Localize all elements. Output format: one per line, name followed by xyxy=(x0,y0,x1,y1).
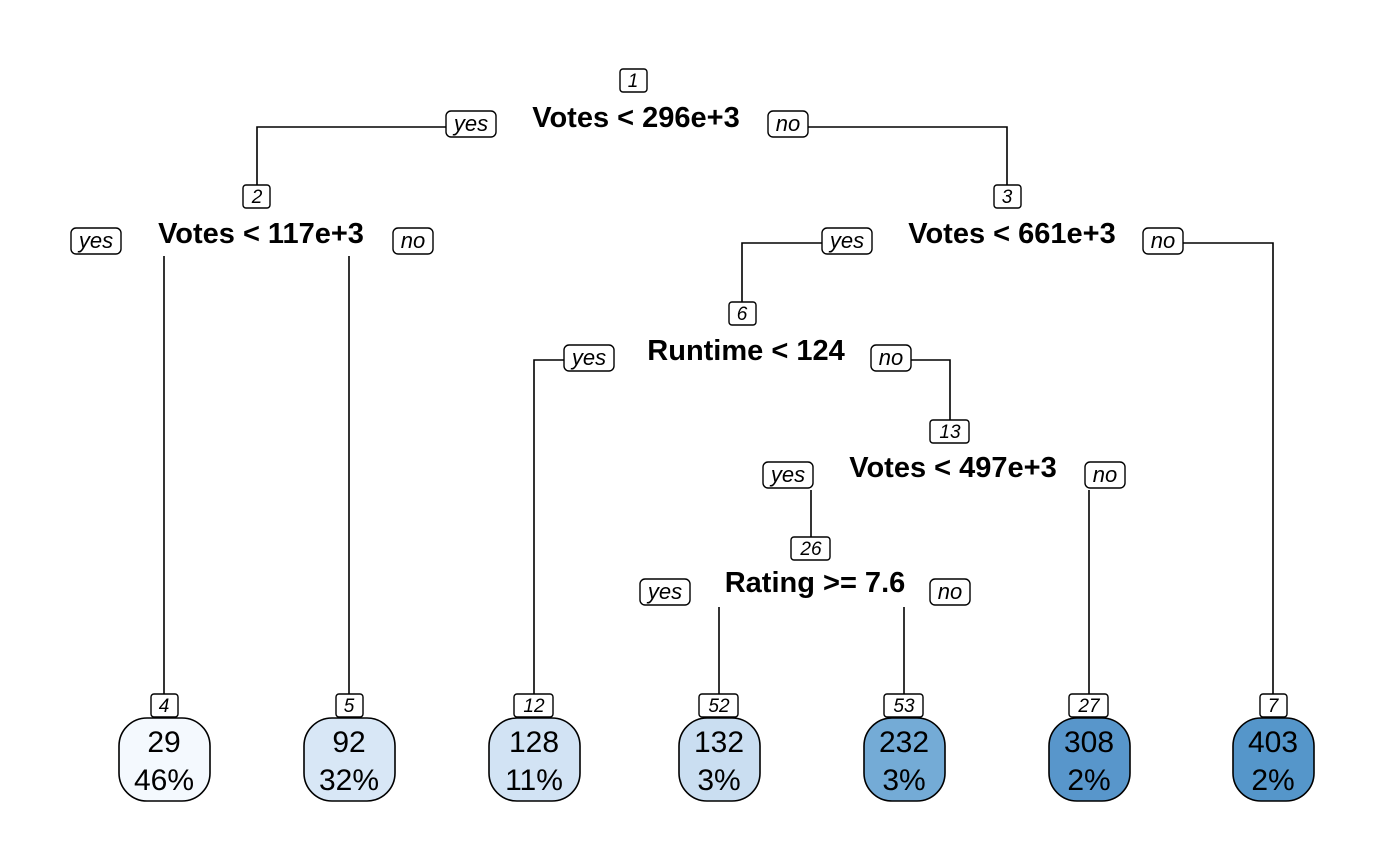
node-id-box xyxy=(929,419,970,444)
edge-6-to-12 xyxy=(533,359,567,694)
leaf-value: 403 xyxy=(1248,726,1298,759)
node-id-box xyxy=(335,693,364,718)
yes-branch-label: yes xyxy=(828,228,864,253)
node-id-box xyxy=(728,301,757,326)
yes-branch-box xyxy=(70,227,122,255)
node-id-label: 6 xyxy=(737,304,748,325)
leaf-value: 232 xyxy=(879,726,929,759)
no-branch-box xyxy=(767,110,809,138)
leaf-value: 308 xyxy=(1064,726,1114,759)
split-node-26: 26 Rating >= 7.6 yes no xyxy=(639,536,971,606)
leaf-percent: 2% xyxy=(1251,764,1294,797)
edge-3-to-7 xyxy=(1182,242,1274,694)
leaf-box xyxy=(488,717,581,802)
no-branch-box xyxy=(870,344,912,372)
yes-branch-label: yes xyxy=(452,111,488,136)
node-id-label: 27 xyxy=(1077,696,1101,717)
node-id-box xyxy=(1068,693,1109,718)
node-id-box xyxy=(698,693,739,718)
yes-branch-box xyxy=(762,461,814,489)
no-branch-box xyxy=(392,227,434,255)
node-id-label: 4 xyxy=(159,696,170,717)
leaf-node-7: 7 403 2% xyxy=(1232,693,1315,802)
node-id-label: 13 xyxy=(939,422,961,443)
no-branch-label: no xyxy=(879,345,903,370)
leaf-node-27: 27 308 2% xyxy=(1048,693,1131,802)
node-id-box xyxy=(883,693,924,718)
leaf-value: 92 xyxy=(332,726,365,759)
leaf-node-53: 53 232 3% xyxy=(863,693,946,802)
no-branch-label: no xyxy=(1151,228,1175,253)
split-condition: Runtime < 124 xyxy=(647,335,844,367)
node-id-box xyxy=(1259,693,1288,718)
yes-branch-box xyxy=(563,344,615,372)
leaf-percent: 3% xyxy=(697,764,740,797)
leaf-value: 128 xyxy=(509,726,559,759)
node-id-box xyxy=(242,184,271,209)
node-id-label: 5 xyxy=(344,696,355,717)
no-branch-label: no xyxy=(1093,462,1117,487)
leaf-percent: 32% xyxy=(319,764,379,797)
yes-branch-label: yes xyxy=(570,345,606,370)
node-id-label: 2 xyxy=(251,187,263,208)
split-node-13: 13 Votes < 497e+3 yes no xyxy=(762,419,1126,489)
no-branch-label: no xyxy=(401,228,425,253)
split-condition: Votes < 497e+3 xyxy=(849,452,1056,484)
leaf-node-5: 5 92 32% xyxy=(303,693,396,802)
yes-branch-box xyxy=(639,578,691,606)
node-id-label: 12 xyxy=(523,696,545,717)
node-id-label: 53 xyxy=(893,696,915,717)
no-branch-label: no xyxy=(776,111,800,136)
split-condition: Votes < 296e+3 xyxy=(532,102,739,134)
no-branch-box xyxy=(929,578,971,606)
yes-branch-label: yes xyxy=(646,579,682,604)
leaf-box xyxy=(303,717,396,802)
node-id-box xyxy=(790,536,831,561)
node-id-label: 26 xyxy=(799,539,822,560)
tree-edges xyxy=(163,126,1274,694)
leaf-node-4: 4 29 46% xyxy=(118,693,211,802)
node-id-label: 7 xyxy=(1268,696,1280,717)
split-node-2: 2 Votes < 117e+3 yes no xyxy=(70,184,434,255)
leaf-value: 132 xyxy=(694,726,744,759)
leaf-box xyxy=(1232,717,1315,802)
leaf-box xyxy=(1048,717,1131,802)
split-node-1: 1 Votes < 296e+3 yes no xyxy=(445,68,809,138)
no-branch-label: no xyxy=(938,579,962,604)
leaf-box xyxy=(863,717,946,802)
node-id-label: 3 xyxy=(1002,187,1013,208)
leaf-box xyxy=(118,717,211,802)
edge-6-to-13 xyxy=(910,359,951,420)
split-condition: Votes < 117e+3 xyxy=(158,218,364,250)
yes-branch-label: yes xyxy=(77,228,113,253)
edge-3-to-6 xyxy=(741,242,824,302)
node-id-box xyxy=(150,693,179,718)
node-id-label: 52 xyxy=(708,696,730,717)
split-condition: Rating >= 7.6 xyxy=(725,567,906,599)
leaf-node-12: 12 128 11% xyxy=(488,693,581,802)
yes-branch-label: yes xyxy=(769,462,805,487)
leaf-percent: 2% xyxy=(1067,764,1110,797)
leaf-box xyxy=(678,717,761,802)
yes-branch-box xyxy=(821,227,873,255)
yes-branch-box xyxy=(445,110,497,138)
split-condition: Votes < 661e+3 xyxy=(908,218,1115,250)
node-id-box xyxy=(513,693,554,718)
leaf-percent: 3% xyxy=(882,764,925,797)
node-id-box xyxy=(619,68,648,93)
no-branch-box xyxy=(1142,227,1184,255)
split-node-3: 3 Votes < 661e+3 yes no xyxy=(821,184,1184,255)
node-id-box xyxy=(993,184,1022,209)
split-node-6: 6 Runtime < 124 yes no xyxy=(563,301,912,372)
leaf-value: 29 xyxy=(147,726,180,759)
leaf-percent: 46% xyxy=(134,764,194,797)
edge-1-to-2 xyxy=(256,126,448,185)
leaf-percent: 11% xyxy=(505,764,563,797)
leaf-node-52: 52 132 3% xyxy=(678,693,761,802)
node-id-label: 1 xyxy=(628,71,639,92)
edge-1-to-3 xyxy=(805,126,1008,185)
no-branch-box xyxy=(1084,461,1126,489)
